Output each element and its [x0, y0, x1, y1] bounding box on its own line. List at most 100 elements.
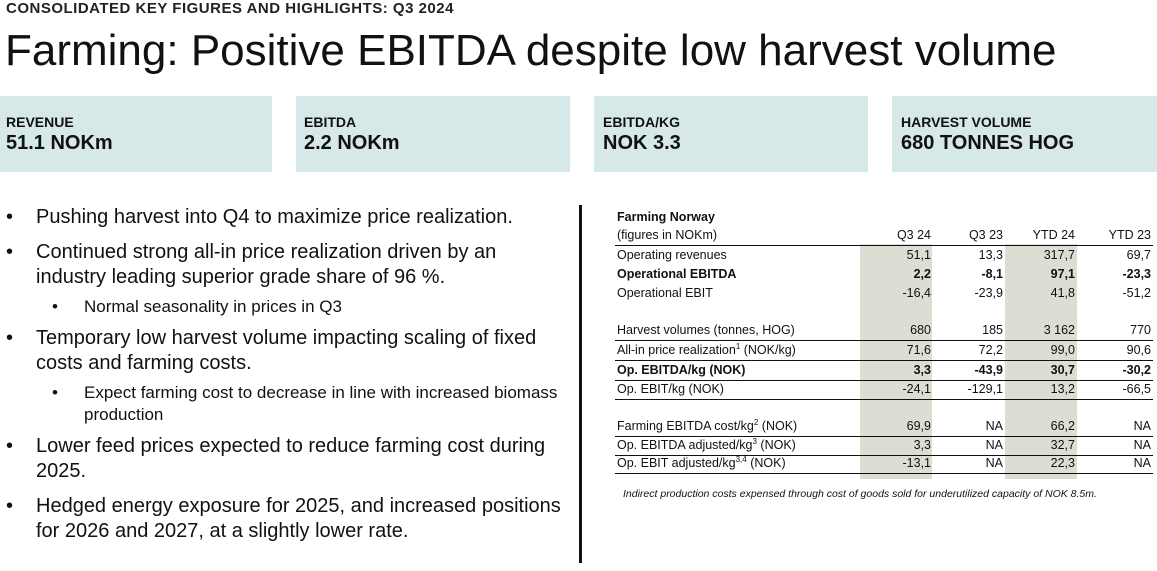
table-cell: -8,1: [981, 267, 1003, 281]
table-cell: 13,2: [1050, 382, 1075, 396]
kpi-label: HARVEST VOLUME: [901, 114, 1032, 130]
table-cell: -23,3: [1122, 267, 1152, 281]
sub-list-item: • Expect farming cost to decrease in line…: [0, 382, 570, 426]
table-row: Op. EBIT/kg (NOK) -24,1 -129,1 13,2 -66,…: [615, 380, 1153, 400]
bullet-marker: •: [52, 297, 58, 316]
row-label: All-in price realization1 (NOK/kg): [617, 342, 796, 358]
table-row: Op. EBITDA adjusted/kg3 (NOK) 3,3 NA 32,…: [615, 436, 1153, 456]
page-title: Farming: Positive EBITDA despite low har…: [5, 26, 1057, 75]
table-cell: -24,1: [902, 382, 932, 396]
bullet-text: Temporary low harvest volume impacting s…: [36, 327, 537, 374]
table-cell: -23,9: [974, 286, 1004, 300]
kpi-value: 680 TONNES HOG: [901, 132, 1075, 154]
bullet-text: Lower feed prices expected to reduce far…: [36, 435, 546, 482]
table-cell: 13,3: [978, 248, 1003, 262]
table-cell: -13,1: [902, 456, 932, 470]
table-cell: NA: [985, 438, 1003, 452]
bullet-text: Expect farming cost to decrease in line …: [84, 383, 558, 424]
kpi-harvest-volume: HARVEST VOLUME 680 TONNES HOG: [892, 96, 1157, 172]
table-cell: 72,2: [978, 343, 1003, 357]
table-cell: 3 162: [1043, 323, 1075, 337]
table-cell: 90,6: [1126, 343, 1151, 357]
bullet-text: Continued strong all-in price realizatio…: [36, 241, 497, 288]
highlights-list: • Pushing harvest into Q4 to maximize pri…: [0, 205, 570, 554]
row-label: Operational EBIT: [617, 286, 713, 300]
table-cell: 3,3: [913, 438, 931, 452]
table-cell: 41,8: [1050, 286, 1075, 300]
table-cell: 71,6: [906, 343, 931, 357]
footnote-ref: 1: [735, 342, 741, 351]
table-cell: 185: [982, 323, 1003, 337]
table-row: Op. EBITDA/kg (NOK) 3,3 -43,9 30,7 -30,2: [615, 361, 1153, 381]
list-item: • Pushing harvest into Q4 to maximize pri…: [0, 205, 570, 230]
list-item: • Hedged energy exposure for 2025, and in…: [0, 494, 570, 544]
column-header: YTD 23: [1108, 228, 1151, 242]
table-row: Harvest volumes (tonnes, HOG) 680 185 3 …: [615, 321, 1153, 341]
table-cell: 30,7: [1050, 363, 1075, 377]
table-cell: -51,2: [1122, 286, 1152, 300]
kpi-value: 2.2 NOKm: [304, 132, 400, 154]
kpi-label: REVENUE: [6, 114, 74, 130]
row-label: Harvest volumes (tonnes, HOG): [617, 323, 795, 337]
table-header-row: (figures in NOKm) Q3 24 Q3 23 YTD 24 YTD…: [615, 226, 1153, 246]
bullet-marker: •: [6, 241, 14, 263]
table-cell: 32,7: [1050, 438, 1075, 452]
bullet-marker: •: [6, 327, 14, 349]
list-item: • Temporary low harvest volume impacting …: [0, 326, 570, 376]
footnote-ref: 3: [752, 437, 757, 446]
kpi-ebitda: EBITDA 2.2 NOKm: [296, 96, 570, 172]
table-cell: -16,4: [902, 286, 932, 300]
table-row: Operating revenues 51,1 13,3 317,7 69,7: [615, 246, 1153, 265]
vertical-divider: [579, 205, 582, 563]
list-item: • Continued strong all-in price realizati…: [0, 240, 570, 290]
column-header: Q3 24: [896, 228, 931, 242]
bullet-marker: •: [6, 206, 14, 228]
kpi-label: EBITDA: [304, 114, 357, 130]
column-shade-q3-24: [860, 244, 932, 479]
column-header: Q3 23: [968, 228, 1003, 242]
kpi-value: NOK 3.3: [603, 132, 681, 154]
row-label: Op. EBIT/kg (NOK): [617, 382, 724, 396]
table-cell: NA: [985, 456, 1003, 470]
row-label: Operating revenues: [617, 248, 727, 262]
table-cell: 99,0: [1050, 343, 1075, 357]
table-title-row: Farming Norway: [615, 208, 1153, 227]
table-row: Operational EBITDA 2,2 -8,1 97,1 -23,3: [615, 265, 1153, 284]
table-cell: -129,1: [967, 382, 1003, 396]
row-label: Operational EBITDA: [617, 267, 737, 281]
list-item: • Lower feed prices expected to reduce fa…: [0, 434, 570, 484]
table-cell: -43,9: [974, 363, 1004, 377]
table-row: Op. EBIT adjusted/kg3,4 (NOK) -13,1 NA 2…: [615, 454, 1153, 474]
table-cell: -66,5: [1122, 382, 1152, 396]
table-row: All-in price realization1 (NOK/kg) 71,6 …: [615, 341, 1153, 361]
table-subtitle: (figures in NOKm): [617, 228, 718, 242]
table-row: Operational EBIT -16,4 -23,9 41,8 -51,2: [615, 284, 1153, 303]
column-shade-ytd-24: [1005, 244, 1077, 479]
table-cell: 66,2: [1050, 419, 1075, 433]
bullet-text: Normal seasonality in prices in Q3: [84, 297, 342, 316]
table-cell: 317,7: [1043, 248, 1075, 262]
bullet-text: Hedged energy exposure for 2025, and inc…: [36, 495, 561, 542]
footnote-ref: 2: [753, 418, 759, 427]
table-cell: 3,3: [913, 363, 931, 377]
table-cell: NA: [1133, 438, 1151, 452]
row-label: Farming EBITDA cost/kg2 (NOK): [617, 418, 798, 434]
table-cell: 97,1: [1050, 267, 1075, 281]
table-cell: 69,9: [906, 419, 931, 433]
row-label: Op. EBIT adjusted/kg3,4 (NOK): [617, 455, 786, 471]
table-cell: 22,3: [1050, 456, 1075, 470]
table-cell: 51,1: [906, 248, 931, 262]
table-cell: 680: [910, 323, 931, 337]
row-label: Op. EBITDA/kg (NOK): [617, 363, 746, 377]
bullet-marker: •: [52, 383, 58, 402]
table-cell: 770: [1130, 323, 1151, 337]
row-label: Op. EBITDA adjusted/kg3 (NOK): [617, 437, 796, 453]
table-cell: -30,2: [1122, 363, 1152, 377]
kpi-ebitda-kg: EBITDA/KG NOK 3.3: [594, 96, 868, 172]
table-cell: NA: [1133, 419, 1151, 433]
section-eyebrow: CONSOLIDATED KEY FIGURES AND HIGHLIGHTS:…: [6, 0, 454, 17]
table-cell: NA: [985, 419, 1003, 433]
bullet-text: Pushing harvest into Q4 to maximize pric…: [36, 206, 513, 228]
footnote-ref: 3,4: [735, 455, 747, 464]
table-cell: 2,2: [913, 267, 931, 281]
